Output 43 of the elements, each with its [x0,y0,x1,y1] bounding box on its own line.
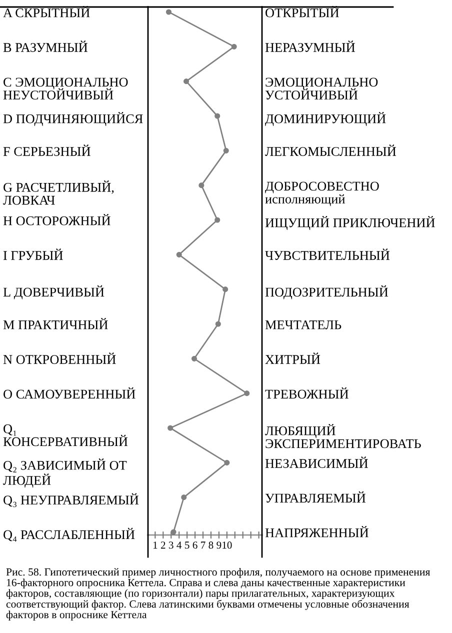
y2-tick-label: НАПРЯЖЕННЫЙ [265,526,368,538]
y-tick-label: H ОСТОРОЖНЫЙ [3,214,110,226]
y2-tick-label: ДОМИНИРУЮЩИЙ [265,112,386,126]
y2-tick-label: ХИТРЫЙ [265,352,320,364]
y2-tick-label: ЭМОЦИОНАЛЬНО УСТОЙЧИВЫЙ [265,78,378,100]
text: Рис. 58. Гипотетический пример личностного профиля, получаемого на основе применения 16-факторного опросника Кеттела. Справа и слева даны качественные характеристики факторов, составляющие (по горизонтали) пары прилагательных, характеризующих соответствующий фактор. Слева латинскими буквами отмечены условные обозначения факторов в опроснике Кеттела [6,568,430,620]
y-tick-label: A СКРЫТНЫЙ [3,6,90,18]
y2-tick-label: УПРАВЛЯЕМЫЙ [265,491,366,503]
x-tick-label: 10 [222,542,232,549]
y2-tick-label: ЧУВСТВИТЕЛЬНЫЙ [265,248,390,260]
y2-tick-label: ТРЕВОЖНЫЙ [265,387,348,399]
y2-tick-label: ЛЮБЯЩИЙ ЭКСПЕРИМЕНТИРОВАТЬ [265,424,421,448]
y2-tick-label: ДОБРОСОВЕСТНО исполняющий [265,182,379,206]
x-tick-label: 3 [168,542,174,549]
y2-tick-label: ЛЕГКОМЫСЛЕННЫЙ [265,144,396,156]
y-tick-label: I ГРУБЫЙ [3,248,63,260]
y-tick-label: C ЭМОЦИОНАЛЬНО НЕУСТОЙЧИВЫЙ [3,78,128,100]
y-tick-label: Q₁ КОНСЕРВАТИВНЫЙ [3,424,128,446]
y-tick-label: N ОТКРОВЕННЫЙ [3,352,116,364]
x-tick-label: 7 [201,542,206,549]
y-tick-label: D ПОДЧИНЯЮЩИЙСЯ [3,112,143,126]
x-tick-label: 8 [208,542,214,549]
y2-tick-label: ПОДОЗРИТЕЛЬНЫЙ [265,285,388,300]
x-tick-label: 5 [185,542,190,549]
y-tick-label: L ДОВЕРЧИВЫЙ [3,285,104,300]
y-tick-label: M ПРАКТИЧНЫЙ [3,318,108,330]
y2-tick-label: ОТКРЫТЫЙ [266,6,339,18]
y-tick-label: F СЕРЬЕЗНЫЙ [3,144,90,156]
y2-tick-label: НЕРАЗУМНЫЙ [265,40,355,52]
y-tick-label: Q₂ ЗАВИСИМЫЙ ОТ ЛЮДЕЙ [3,458,127,488]
y-tick-label: Q₃ НЕУПРАВЛЯЕМЫЙ [4,493,139,508]
x-tick-label: 9 [216,542,222,549]
x-tick-label: 1 [153,542,158,549]
y-tick-label: В РАЗУМНЫЙ [3,40,88,52]
y-tick-label: Q₄ РАССЛАБЛЕННЫЙ [4,528,135,542]
y2-tick-label: НЕЗАВИСИМЫЙ [265,456,368,468]
y-tick-label: G РАСЧЕТЛИВЫЙ, ЛОВКАЧ [3,180,114,205]
y2-tick-label: ИЩУЩИЙ ПРИКЛЮЧЕНИЙ [265,216,435,230]
x-tick-label: 6 [192,542,198,549]
x-tick-label: 2 [160,542,166,549]
y-tick-label: O САМОУВЕРЕННЫЙ [4,387,136,399]
y2-tick-label: МЕЧТАТЕЛЬ [265,320,342,330]
x-tick-label: 4 [176,542,182,549]
